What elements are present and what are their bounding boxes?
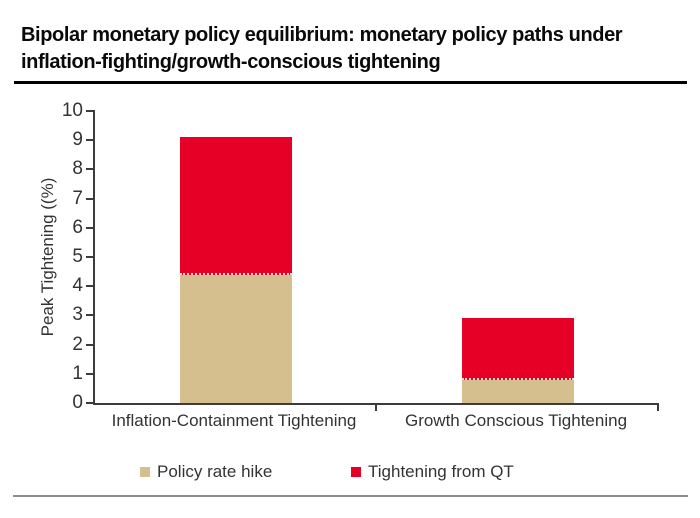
y-axis-tick <box>86 372 95 375</box>
y-axis-tick-label: 1 <box>72 362 83 384</box>
y-axis-tick <box>86 226 95 229</box>
legend-item-tightening-from-qt: Tightening from QT <box>351 462 514 482</box>
y-axis-tick <box>86 256 95 258</box>
x-axis-tick <box>657 405 659 411</box>
y-axis-tick-label: 8 <box>72 158 83 180</box>
y-axis-tick <box>86 168 95 171</box>
y-axis-tick <box>86 197 95 200</box>
y-axis-tick-label: 0 <box>72 392 83 413</box>
bar-segment-policy-rate-hike <box>462 379 574 403</box>
x-axis-category-label: Growth Conscious Tightening <box>404 411 628 430</box>
plot-area: 0 1 2 3 4 5 6 7 8 9 10 <box>62 100 659 413</box>
y-axis-tick-label: 9 <box>72 129 83 151</box>
y-axis-tick-label: 2 <box>72 333 83 355</box>
y-axis-tick-label: 5 <box>72 246 83 267</box>
bottom-divider-rule <box>13 495 688 497</box>
legend-swatch-icon <box>140 467 150 477</box>
y-axis-tick <box>86 285 95 288</box>
y-axis-tick-label: 6 <box>72 216 83 238</box>
y-axis-tick <box>86 110 95 112</box>
x-axis-tick <box>375 405 377 411</box>
title-divider-rule <box>14 81 687 84</box>
y-axis-tick-label: 4 <box>72 275 83 297</box>
bar-segment-policy-rate-hike <box>180 274 292 403</box>
legend-swatch-icon <box>351 467 361 477</box>
legend-label: Policy rate hike <box>157 462 273 481</box>
x-axis-category-label: Inflation-Containment Tightening <box>111 411 357 430</box>
y-axis-tick-label: 10 <box>61 100 83 121</box>
y-axis-tick <box>86 343 95 346</box>
y-axis-tick-label: 3 <box>72 304 83 326</box>
y-axis-tick <box>86 314 95 317</box>
legend-item-policy-rate-hike: Policy rate hike <box>140 462 272 482</box>
chart-title-line2: inflation-fighting/growth-conscious tigh… <box>21 51 441 73</box>
legend-label: Tightening from QT <box>368 462 514 481</box>
bar-segment-tightening-from-qt <box>462 318 574 380</box>
y-axis-tick <box>86 402 95 404</box>
bar-segment-tightening-from-qt <box>180 137 292 275</box>
chart-title-line1: Bipolar monetary policy equilibrium: mon… <box>21 24 623 46</box>
y-axis-tick-label: 7 <box>72 187 83 209</box>
chart-title: Bipolar monetary policy equilibrium: mon… <box>21 22 691 76</box>
y-axis-tick <box>86 139 95 142</box>
